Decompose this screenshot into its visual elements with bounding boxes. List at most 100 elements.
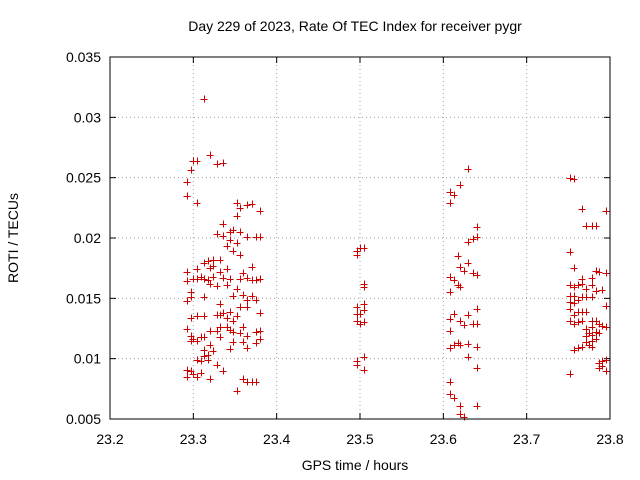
data-point	[256, 327, 264, 335]
data-point	[252, 378, 260, 386]
data-point	[446, 378, 454, 386]
data-point	[239, 269, 247, 277]
data-point	[456, 341, 464, 349]
data-point	[213, 361, 221, 369]
data-point	[233, 285, 241, 293]
data-point	[229, 226, 237, 234]
data-point	[183, 178, 191, 186]
data-point	[360, 306, 368, 314]
data-point	[566, 174, 574, 182]
data-point	[243, 233, 251, 241]
data-point	[209, 262, 217, 270]
data-point	[595, 364, 603, 372]
data-point	[248, 263, 256, 271]
x-axis-label: GPS time / hours	[302, 457, 409, 473]
data-point	[200, 275, 208, 283]
data-point	[183, 297, 191, 305]
data-point	[256, 207, 264, 215]
data-point	[213, 327, 221, 335]
data-point	[213, 160, 221, 168]
data-point	[360, 366, 368, 374]
data-point	[588, 323, 596, 331]
data-point	[239, 338, 247, 346]
data-point	[570, 264, 578, 272]
data-point	[456, 263, 464, 271]
data-point	[464, 311, 472, 319]
data-point	[200, 259, 208, 267]
data-point	[450, 276, 458, 284]
data-point	[566, 370, 574, 378]
data-point	[450, 191, 458, 199]
data-point	[360, 300, 368, 308]
plot-frame	[109, 56, 611, 420]
data-point	[602, 356, 610, 364]
data-point	[360, 353, 368, 361]
data-point	[219, 274, 227, 282]
data-point	[582, 308, 590, 316]
data-point	[200, 293, 208, 301]
data-point	[193, 265, 201, 273]
data-point	[570, 292, 578, 300]
data-point	[588, 337, 596, 345]
data-point	[256, 309, 264, 317]
data-point	[209, 273, 217, 281]
data-point	[193, 373, 201, 381]
data-point	[473, 364, 481, 372]
data-point	[469, 235, 477, 243]
data-point	[582, 325, 590, 333]
data-point	[602, 207, 610, 215]
data-point	[197, 369, 205, 377]
y-axis-label: ROTI / TECUs	[5, 193, 21, 283]
data-point	[592, 335, 600, 343]
data-point	[602, 367, 610, 375]
data-point	[226, 236, 234, 244]
data-point	[213, 230, 221, 238]
data-point	[219, 367, 227, 375]
data-point	[588, 274, 596, 282]
data-point	[223, 281, 231, 289]
data-point	[566, 305, 574, 313]
data-point	[353, 317, 361, 325]
data-point	[226, 228, 234, 236]
y-tick-label: 0.025	[66, 170, 101, 186]
data-point	[216, 256, 224, 264]
data-point	[464, 353, 472, 361]
data-point	[588, 293, 596, 301]
data-point	[446, 188, 454, 196]
data-point	[193, 275, 201, 283]
x-tick-label: 23.7	[513, 431, 540, 447]
data-point	[219, 159, 227, 167]
data-point	[353, 251, 361, 259]
data-point	[223, 323, 231, 331]
data-point	[193, 199, 201, 207]
data-point	[229, 292, 237, 300]
data-point	[226, 275, 234, 283]
x-tick-label: 23.2	[96, 431, 123, 447]
data-point	[592, 267, 600, 275]
data-point	[360, 318, 368, 326]
y-tick-label: 0.01	[74, 351, 101, 367]
data-point	[598, 286, 606, 294]
data-point	[446, 273, 454, 281]
data-point	[197, 357, 205, 365]
data-point	[582, 222, 590, 230]
data-point	[233, 387, 241, 395]
data-point	[356, 310, 364, 318]
data-point	[229, 247, 237, 255]
data-point	[206, 341, 214, 349]
data-point	[570, 346, 578, 354]
data-point	[248, 292, 256, 300]
data-point	[446, 327, 454, 335]
data-point	[236, 329, 244, 337]
data-point	[450, 310, 458, 318]
grid-lines	[110, 57, 610, 419]
data-point	[464, 340, 472, 348]
data-point	[595, 329, 603, 337]
data-point	[193, 356, 201, 364]
data-point	[592, 287, 600, 295]
data-point	[446, 199, 454, 207]
data-point	[446, 390, 454, 398]
data-point	[243, 332, 251, 340]
data-point	[598, 322, 606, 330]
